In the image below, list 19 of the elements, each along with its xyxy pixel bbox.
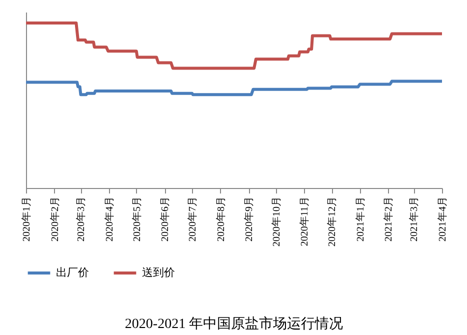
x-tick-label: 2020年10月 bbox=[270, 196, 282, 246]
x-tick-label: 2020年1月 bbox=[20, 196, 32, 242]
x-tick-label: 2021年2月 bbox=[382, 196, 395, 242]
legend-label: 送到价 bbox=[142, 267, 175, 279]
x-tick-label: 2020年8月 bbox=[214, 196, 227, 242]
x-tick-label: 2021年4月 bbox=[436, 196, 448, 242]
x-tick-label: 2020年7月 bbox=[186, 196, 199, 242]
x-tick-label: 2021年1月 bbox=[354, 196, 366, 242]
x-tick-label: 2020年4月 bbox=[104, 196, 116, 242]
x-tick-label: 2020年3月 bbox=[75, 196, 88, 242]
x-tick-label: 2021年3月 bbox=[408, 196, 420, 242]
x-tick-label: 2020年12月 bbox=[326, 196, 338, 246]
x-tick-label: 2020年5月 bbox=[130, 196, 143, 242]
legend-label: 出厂价 bbox=[56, 266, 89, 279]
x-tick-label: 2020年11月 bbox=[298, 196, 311, 246]
x-tick-label: 2020年2月 bbox=[48, 196, 61, 242]
x-tick-label: 2020年6月 bbox=[159, 196, 172, 242]
text: 2020-2021 年中国原盐市场运行情况 bbox=[124, 316, 344, 332]
x-tick-label: 2020年9月 bbox=[243, 196, 256, 242]
